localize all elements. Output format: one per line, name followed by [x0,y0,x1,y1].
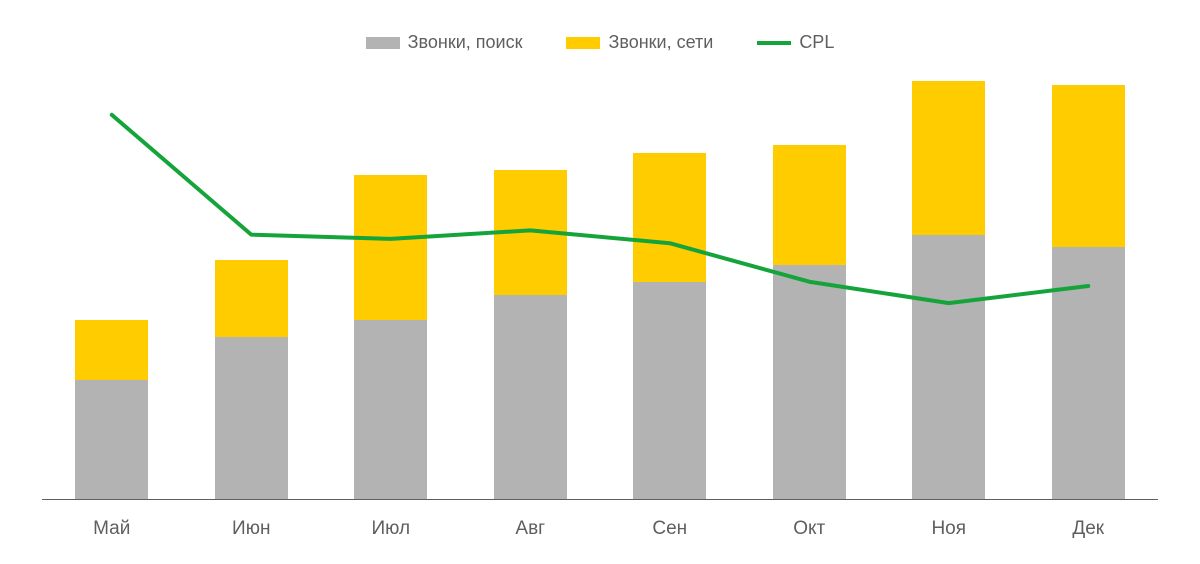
x-axis-label: Ноя [931,518,966,540]
bar-segment-search [494,295,567,500]
bar-group [354,175,427,500]
bar-segment-search [215,337,288,500]
plot-area [42,72,1158,500]
x-axis-label: Май [93,518,130,540]
legend-item-network: Звонки, сети [566,32,713,53]
bar-group [912,81,985,500]
bar-group [215,260,288,500]
x-axis-label: Июл [371,518,410,540]
legend-label-cpl: CPL [799,32,834,53]
x-axis-label: Авг [515,518,545,540]
x-axis-label: Дек [1072,518,1104,540]
legend-swatch-cpl [757,41,791,45]
bar-group [1052,85,1125,500]
bar-segment-network [773,145,846,265]
bar-segment-search [354,320,427,500]
bar-segment-network [75,320,148,380]
bar-group [75,320,148,500]
bar-segment-network [633,153,706,281]
legend-item-cpl: CPL [757,32,834,53]
legend: Звонки, поиск Звонки, сети CPL [0,32,1200,53]
bar-segment-network [912,81,985,235]
bar-group [633,153,706,500]
x-axis-label: Июн [232,518,270,540]
x-axis-label: Сен [652,518,687,540]
legend-label-network: Звонки, сети [608,32,713,53]
bar-segment-search [773,265,846,500]
combo-chart: Звонки, поиск Звонки, сети CPL Май Июн Июл… [0,0,1200,564]
bar-segment-network [1052,85,1125,248]
legend-swatch-network [566,37,600,49]
bar-segment-network [494,170,567,294]
bar-segment-network [215,260,288,337]
legend-item-search: Звонки, поиск [366,32,523,53]
bars-layer [42,72,1158,500]
legend-label-search: Звонки, поиск [408,32,523,53]
bar-group [773,145,846,500]
x-axis-labels: Май Июн Июл Авг Сен Окт Ноя Дек [42,500,1158,564]
bar-segment-search [1052,247,1125,500]
legend-swatch-search [366,37,400,49]
bar-segment-network [354,175,427,321]
bar-segment-search [75,380,148,500]
bar-segment-search [633,282,706,500]
x-axis-label: Окт [793,518,825,540]
bar-segment-search [912,235,985,500]
bar-group [494,170,567,500]
